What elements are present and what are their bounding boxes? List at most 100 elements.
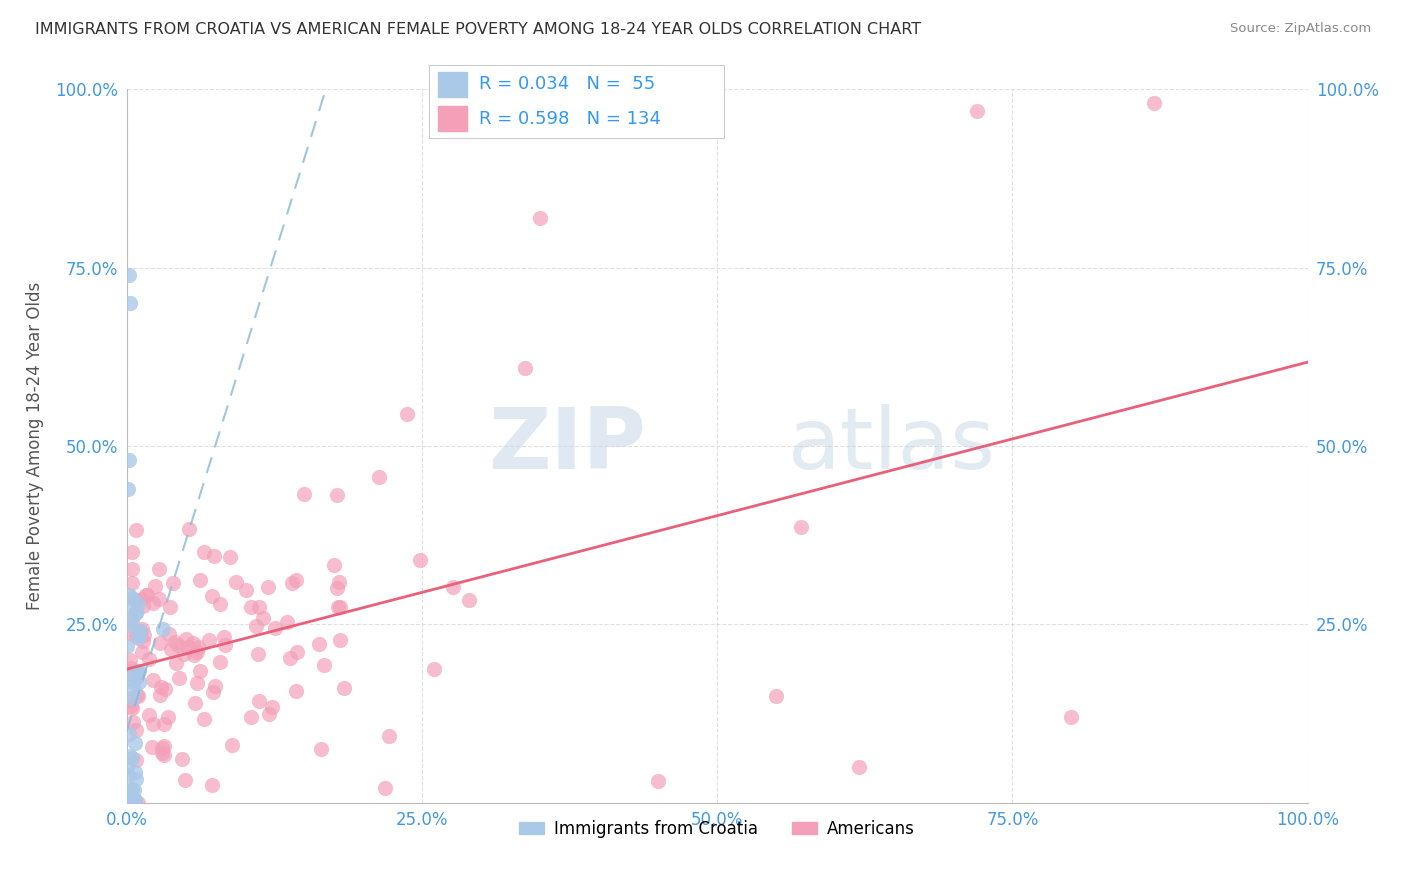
Point: [247, 694, 270, 708]
Point: [121, 674, 143, 689]
Point: [235, 582, 257, 597]
Point: [326, 600, 349, 615]
Point: [1143, 96, 1166, 111]
Point: [118, 694, 141, 708]
Point: [186, 645, 208, 659]
Point: [441, 580, 464, 594]
Point: [513, 361, 536, 376]
Point: [848, 760, 870, 774]
Point: [118, 819, 141, 833]
Point: [125, 670, 148, 684]
Point: [285, 574, 308, 588]
Point: [117, 768, 139, 782]
Point: [239, 710, 262, 724]
Point: [124, 736, 146, 750]
Point: [120, 838, 142, 852]
Point: [125, 723, 148, 737]
Point: [122, 682, 145, 697]
Point: [118, 748, 141, 763]
Point: [153, 748, 176, 763]
Point: [190, 573, 212, 587]
Point: [193, 713, 215, 727]
Point: [127, 597, 149, 611]
Point: [329, 599, 352, 614]
Point: [120, 790, 142, 805]
Point: [118, 784, 141, 798]
Point: [117, 827, 139, 841]
Point: [150, 680, 173, 694]
Point: [118, 618, 141, 632]
Point: [202, 549, 225, 564]
Point: [167, 639, 190, 653]
Point: [309, 742, 332, 756]
Point: [264, 621, 287, 635]
Point: [183, 696, 205, 710]
Point: [308, 637, 330, 651]
Point: [121, 690, 143, 705]
Point: [423, 662, 446, 676]
Bar: [437, 106, 467, 131]
Point: [332, 681, 354, 695]
Point: [120, 611, 142, 625]
Point: [121, 823, 143, 838]
Text: R = 0.034   N =  55: R = 0.034 N = 55: [479, 75, 655, 93]
Point: [204, 680, 226, 694]
Point: [120, 835, 142, 849]
Point: [157, 627, 180, 641]
Point: [115, 792, 138, 806]
Point: [260, 699, 283, 714]
Point: [149, 688, 172, 702]
Point: [256, 580, 278, 594]
Point: [127, 796, 149, 810]
Point: [285, 645, 308, 659]
Point: [162, 575, 184, 590]
Point: [142, 673, 165, 688]
Point: [183, 648, 205, 662]
Point: [125, 665, 148, 679]
Point: [201, 589, 224, 603]
Point: [121, 700, 143, 714]
Point: [374, 780, 396, 795]
Point: [125, 606, 148, 620]
Point: [149, 636, 172, 650]
Point: [150, 746, 173, 760]
Point: [124, 524, 146, 538]
Bar: [437, 71, 467, 96]
Point: [131, 622, 153, 636]
Point: [163, 635, 186, 649]
Text: ZIP: ZIP: [488, 404, 647, 488]
Point: [245, 619, 267, 633]
Point: [142, 596, 165, 610]
Point: [278, 650, 301, 665]
Point: [128, 627, 150, 641]
Point: [115, 847, 138, 861]
Point: [153, 739, 176, 753]
Point: [257, 706, 280, 721]
Point: [193, 545, 215, 559]
Point: [121, 562, 143, 576]
Point: [765, 689, 787, 703]
Point: [118, 841, 141, 855]
Point: [132, 633, 155, 648]
Point: [167, 671, 190, 685]
Point: [326, 488, 349, 502]
Point: [186, 675, 208, 690]
Point: [125, 665, 148, 679]
Point: [281, 576, 304, 591]
Point: [125, 605, 148, 619]
Point: [212, 630, 235, 644]
Point: [247, 648, 270, 662]
Point: [395, 408, 418, 422]
Point: [125, 629, 148, 643]
Point: [125, 772, 148, 786]
Point: [124, 764, 146, 779]
Point: [176, 632, 198, 646]
Point: [292, 487, 315, 501]
Point: [118, 268, 141, 282]
Point: [143, 579, 166, 593]
Point: [117, 805, 139, 819]
Point: [118, 671, 141, 685]
Point: [197, 632, 219, 647]
Point: [328, 575, 350, 590]
Point: [122, 783, 145, 797]
